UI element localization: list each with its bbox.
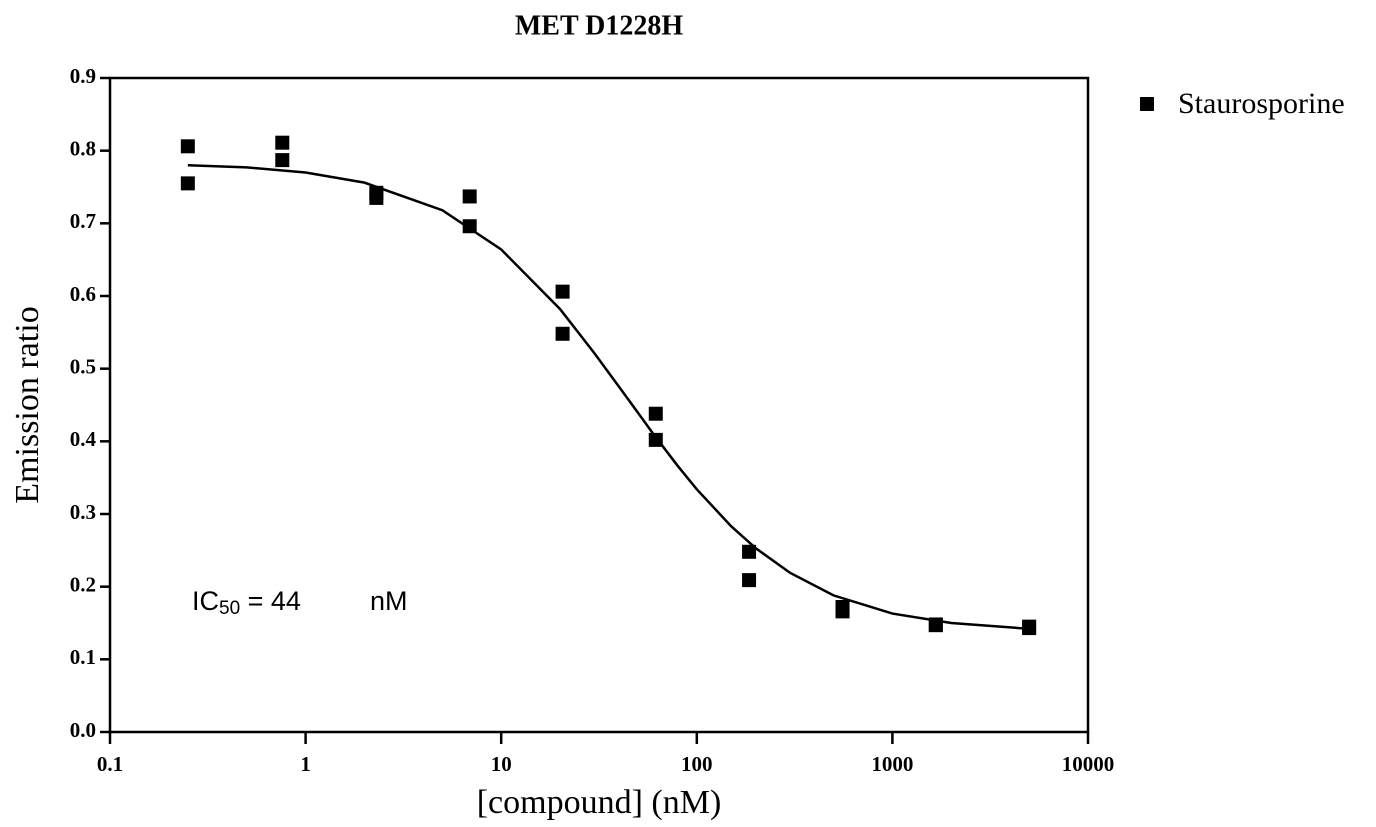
- annotation-unit: nM: [370, 586, 408, 616]
- plot-frame: [108, 76, 1090, 734]
- data-point: [742, 573, 757, 588]
- data-point: [275, 153, 290, 168]
- y-tick-label: 0.3: [70, 500, 96, 524]
- legend-label: Staurosporine: [1178, 87, 1345, 120]
- x-tick-label: 10000: [1062, 752, 1115, 776]
- y-tick-label: 0.1: [70, 645, 96, 669]
- fit-curve: [187, 163, 1030, 631]
- x-tick-label: 10: [491, 752, 512, 776]
- x-tick-label: 0.1: [97, 752, 123, 776]
- y-tick-label: 0.2: [70, 572, 96, 596]
- y-tick-label: 0.7: [70, 209, 96, 233]
- data-point: [275, 135, 290, 150]
- data-point: [180, 139, 195, 154]
- y-tick-label: 0.6: [70, 282, 96, 306]
- annotation-text: = 44: [240, 586, 301, 616]
- y-tick-label: 0.4: [70, 427, 97, 451]
- x-tick-label: 1000: [871, 752, 913, 776]
- y-axis-label: Emission ratio: [9, 306, 46, 503]
- annotation: IC50 = 44 nM: [192, 586, 408, 619]
- x-tick-label: 100: [681, 752, 713, 776]
- data-point: [742, 544, 757, 559]
- y-tick-label: 0.8: [70, 136, 96, 160]
- data-point: [835, 604, 850, 619]
- chart-title: MET D1228H: [515, 10, 683, 41]
- data-point: [555, 284, 570, 299]
- x-axis-label: [compound] (nM): [477, 784, 722, 821]
- data-point: [555, 326, 570, 341]
- x-tick-label: 1: [300, 752, 311, 776]
- annotation-prefix: IC: [192, 586, 219, 616]
- data-point: [648, 406, 663, 421]
- legend-marker: [1140, 97, 1154, 111]
- data-point: [180, 176, 195, 191]
- data-point: [462, 189, 477, 204]
- data-point: [369, 190, 384, 205]
- annotation-subscript: 50: [219, 598, 240, 619]
- y-tick-label: 0.5: [70, 354, 96, 378]
- y-tick-label: 0.9: [70, 64, 96, 88]
- y-tick-label: 0.0: [70, 718, 96, 742]
